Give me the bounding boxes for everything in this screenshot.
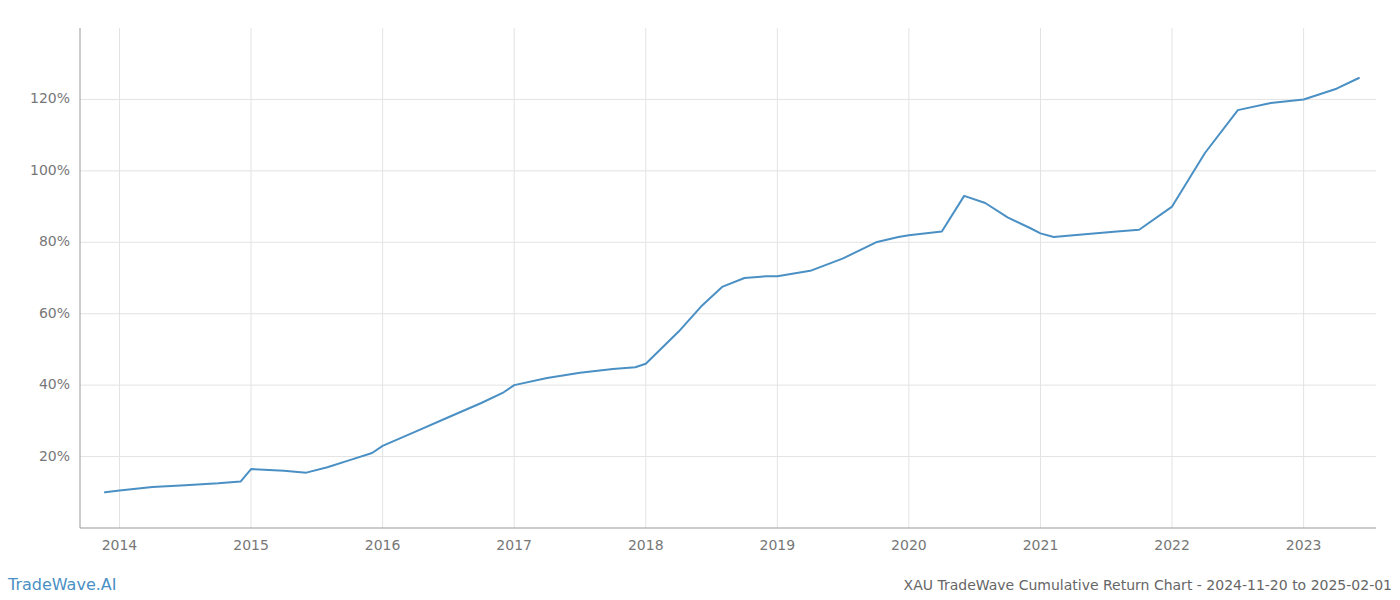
y-grid-line — [80, 242, 1376, 243]
x-tick-label: 2019 — [760, 537, 796, 553]
x-grid-line — [1303, 28, 1304, 528]
data-line — [105, 78, 1359, 492]
x-grid-line — [908, 28, 909, 528]
y-tick-label: 60% — [39, 305, 70, 321]
x-tick-label: 2015 — [233, 537, 269, 553]
grid — [80, 28, 1376, 528]
y-tick-label: 40% — [39, 376, 70, 392]
x-axis-line — [80, 528, 1376, 529]
y-tick-label: 100% — [30, 162, 70, 178]
x-tick-label: 2020 — [891, 537, 927, 553]
background — [0, 0, 1400, 600]
x-tick-label: 2014 — [102, 537, 138, 553]
x-tick-label: 2023 — [1286, 537, 1322, 553]
x-grid-line — [645, 28, 646, 528]
x-grid-line — [777, 28, 778, 528]
x-tick-label: 2021 — [1023, 537, 1059, 553]
x-grid-line — [514, 28, 515, 528]
axes — [80, 28, 1376, 528]
x-grid-line — [1040, 28, 1041, 528]
y-grid-line — [80, 385, 1376, 386]
x-grid-line — [119, 28, 120, 528]
watermark: TradeWave.AI — [7, 575, 116, 594]
x-grid-line — [1172, 28, 1173, 528]
x-tick-label: 2016 — [365, 537, 401, 553]
x-tick-label: 2017 — [496, 537, 532, 553]
y-grid-line — [80, 99, 1376, 100]
x-tick-label: 2018 — [628, 537, 664, 553]
y-grid-line — [80, 456, 1376, 457]
chart: 2014 2015 2016 2017 2018 2019 2020 2021 2022 2023… — [0, 0, 1400, 600]
y-axis-line — [80, 28, 81, 528]
y-grid-line — [80, 170, 1376, 171]
x-tick-label: 2022 — [1154, 537, 1190, 553]
y-grid-line — [80, 313, 1376, 314]
title: XAU TradeWave Cumulative Return Chart - … — [904, 577, 1392, 593]
y-tick-label: 20% — [39, 448, 70, 464]
x-grid-line — [382, 28, 383, 528]
x-grid-line — [251, 28, 252, 528]
plot-area — [105, 78, 1359, 492]
y-tick-label: 80% — [39, 233, 70, 249]
y-tick-label: 120% — [30, 90, 70, 106]
